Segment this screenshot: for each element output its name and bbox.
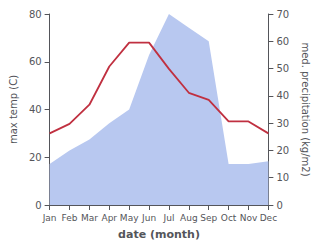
svg-text:Oct: Oct: [221, 213, 237, 223]
svg-text:30: 30: [276, 118, 289, 129]
svg-text:Dec: Dec: [260, 213, 277, 223]
svg-text:Nov: Nov: [240, 213, 258, 223]
svg-text:40: 40: [276, 90, 289, 101]
svg-text:Jun: Jun: [141, 213, 156, 223]
svg-text:40: 40: [29, 104, 42, 115]
svg-text:Feb: Feb: [62, 213, 78, 223]
svg-text:20: 20: [276, 145, 289, 156]
svg-text:max temp (C): max temp (C): [8, 75, 19, 144]
svg-text:Aug: Aug: [180, 213, 198, 223]
svg-text:date (month): date (month): [118, 228, 200, 241]
svg-text:Apr: Apr: [101, 213, 117, 223]
svg-text:Jan: Jan: [42, 213, 57, 223]
svg-text:May: May: [120, 213, 139, 223]
svg-text:Sep: Sep: [200, 213, 217, 223]
svg-text:Mar: Mar: [81, 213, 98, 223]
svg-text:20: 20: [29, 152, 42, 163]
svg-text:Jul: Jul: [163, 213, 175, 223]
svg-text:50: 50: [276, 63, 289, 74]
svg-text:70: 70: [276, 9, 289, 20]
svg-text:60: 60: [276, 36, 289, 47]
svg-text:60: 60: [29, 56, 42, 67]
svg-text:med. precipitation (kg/m2): med. precipitation (kg/m2): [300, 42, 311, 176]
svg-text:0: 0: [35, 200, 41, 211]
svg-text:80: 80: [29, 9, 42, 20]
svg-text:0: 0: [276, 200, 282, 211]
svg-text:10: 10: [276, 172, 289, 183]
